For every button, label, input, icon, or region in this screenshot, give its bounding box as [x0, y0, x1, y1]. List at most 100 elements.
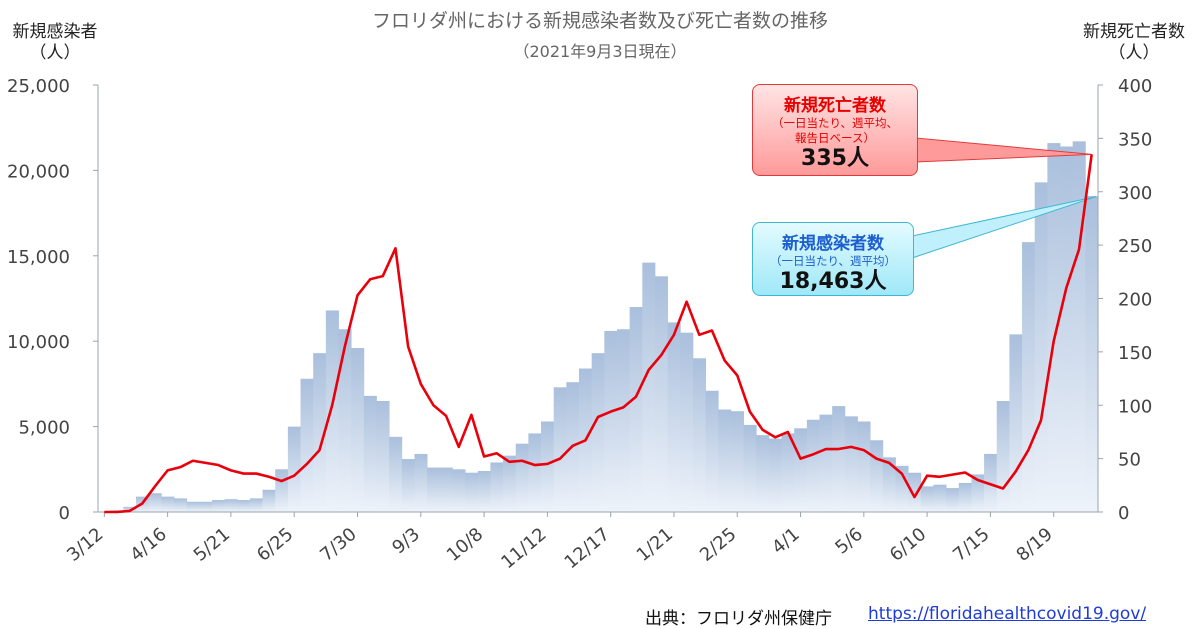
cases-bar: [1060, 146, 1074, 513]
cases-bar: [363, 395, 377, 512]
cases-bar: [376, 400, 390, 512]
cases-bar: [654, 276, 669, 512]
cases-bar: [1072, 141, 1086, 513]
cases-bar: [541, 421, 555, 512]
cases-bar: [870, 440, 884, 512]
left-axis-title-line1: 新規感染者: [12, 22, 98, 42]
cases-bar: [768, 438, 782, 512]
x-tick-label: 11/12: [497, 524, 550, 573]
cases-bar: [414, 453, 428, 512]
cases-bar: [642, 262, 656, 512]
x-tick-label: 2/25: [696, 524, 740, 566]
cases-bar: [958, 482, 972, 512]
cases-bar: [806, 419, 820, 512]
source-link[interactable]: https://floridahealthcovid19.gov/: [868, 604, 1147, 624]
cases-bar: [490, 462, 504, 512]
left-tick-label: 10,000: [7, 332, 70, 353]
x-tick-label: 6/10: [886, 524, 930, 566]
x-tick-label: 1/21: [633, 524, 677, 566]
right-axis-title-line2: （人）: [1108, 43, 1160, 63]
left-tick-label: 0: [59, 503, 70, 524]
cases-bar: [1047, 143, 1061, 512]
deaths-callout-note-1: （一日当たり、週平均、: [771, 116, 899, 130]
cases-bar: [553, 387, 567, 512]
cases-bar: [718, 409, 732, 512]
cases-bar: [262, 489, 276, 512]
cases-bar: [971, 474, 985, 512]
right-tick-label: 300: [1118, 183, 1152, 204]
cases-bar: [920, 486, 934, 512]
cases-bar: [604, 330, 618, 512]
cases-bar: [313, 353, 327, 512]
deaths-callout: 新規死亡者数 （一日当たり、週平均、 報告日ベース） 335人: [752, 84, 918, 176]
cases-bar: [338, 329, 352, 512]
cases-bar: [211, 500, 225, 512]
cases-bar: [148, 493, 162, 512]
right-axis-title-line1: 新規死亡者数: [1083, 22, 1185, 42]
x-tick-label: 5/21: [190, 524, 234, 566]
cases-bar: [161, 496, 175, 512]
cases-bar: [1085, 196, 1099, 512]
cases-callout-value: 18,463人: [779, 269, 887, 294]
cases-bar: [781, 433, 795, 512]
cases-bar: [287, 426, 301, 512]
x-tick-label: 12/17: [561, 524, 614, 573]
right-tick-label: 400: [1118, 76, 1152, 97]
cases-bar: [325, 310, 339, 512]
cases-bar: [427, 467, 441, 512]
cases-bar: [692, 358, 706, 512]
cases-bar: [882, 457, 896, 512]
cases-bar: [1034, 182, 1048, 513]
cases-bar: [173, 498, 188, 512]
cases-bar: [629, 307, 643, 512]
right-tick-label: 250: [1118, 236, 1152, 257]
cases-bar: [908, 472, 922, 512]
x-tick-label: 5/6: [831, 524, 867, 559]
cases-bar: [452, 469, 466, 512]
right-tick-label: 150: [1118, 343, 1152, 364]
x-tick-label: 7/30: [316, 524, 360, 566]
cases-bar: [996, 400, 1010, 512]
right-tick-label: 100: [1118, 396, 1152, 417]
cases-bar: [946, 488, 960, 512]
chart-subtitle: （2021年9月3日現在）: [513, 42, 687, 61]
cases-callout-note: （一日当たり、週平均）: [769, 254, 897, 268]
cases-bar: [1022, 242, 1036, 512]
x-tick-label: 4/1: [768, 524, 804, 559]
deaths-callout-value: 335人: [801, 146, 869, 171]
deaths-line: [104, 154, 1093, 514]
deaths-line-series: [104, 154, 1093, 514]
cases-bar: [794, 428, 808, 512]
cases-bar: [857, 421, 871, 512]
left-tick-label: 25,000: [7, 76, 70, 97]
left-axis-title: 新規感染者 （人）: [0, 22, 110, 64]
cases-bar: [616, 329, 631, 512]
cases-callout-title: 新規感染者数: [782, 234, 884, 254]
cases-bar: [503, 455, 517, 512]
left-axis-title-line2: （人）: [29, 43, 81, 63]
x-tick-label: 3/12: [63, 524, 107, 566]
cases-bar: [528, 433, 542, 512]
x-tick-label: 4/16: [126, 524, 170, 566]
cases-bar: [756, 435, 770, 512]
cases-bar-series: [110, 141, 1099, 513]
cases-bar: [933, 484, 947, 512]
cases-callout: 新規感染者数 （一日当たり、週平均） 18,463人: [752, 222, 914, 296]
cases-bar: [1009, 334, 1023, 512]
right-tick-label: 200: [1118, 290, 1152, 311]
right-tick-label: 350: [1118, 129, 1152, 150]
right-tick-label: 0: [1118, 503, 1129, 524]
cases-bar: [667, 322, 681, 512]
x-tick-label: 8/19: [1012, 524, 1056, 566]
source-label: 出典：フロリダ州保健庁: [645, 609, 832, 629]
cases-bar: [477, 471, 491, 512]
left-tick-label: 5,000: [18, 418, 70, 439]
cases-bar: [743, 424, 757, 512]
left-tick-label: 20,000: [7, 161, 70, 182]
x-tick-label: 7/15: [949, 524, 993, 566]
right-tick-label: 50: [1118, 450, 1141, 471]
deaths-callout-title: 新規死亡者数: [784, 96, 886, 116]
cases-bar: [819, 414, 833, 512]
cases-bar: [591, 353, 605, 512]
cases-bar: [680, 332, 694, 512]
